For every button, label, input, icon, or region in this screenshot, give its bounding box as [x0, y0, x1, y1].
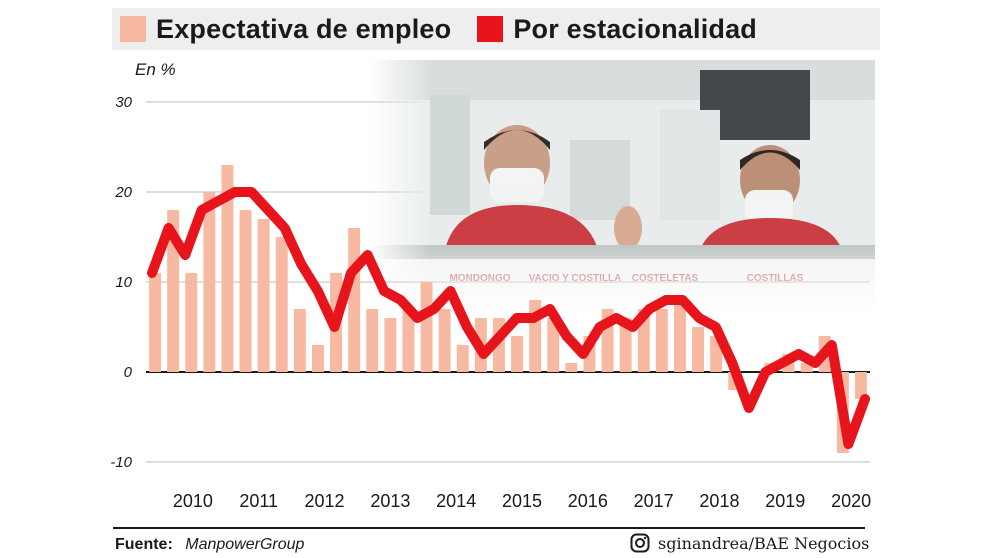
- credit-text: sginandrea/BAE Negocios: [658, 533, 870, 553]
- bar: [601, 309, 614, 372]
- footer-divider: [113, 527, 865, 529]
- bar: [637, 309, 650, 372]
- bar: [384, 318, 397, 372]
- x-tick-label: 2015: [502, 491, 542, 511]
- bar: [511, 336, 524, 372]
- bar: [619, 318, 632, 372]
- x-tick-label: 2014: [436, 491, 476, 511]
- y-tick-label: 20: [114, 184, 132, 201]
- x-tick-label: 2012: [305, 491, 345, 511]
- credit: sginandrea/BAE Negocios: [630, 533, 869, 553]
- legend: Expectativa de empleo Por estacionalidad: [112, 8, 880, 50]
- y-tick-label: -10: [110, 454, 132, 471]
- seasonal-line: [147, 187, 870, 449]
- bar: [366, 309, 379, 372]
- bar: [293, 309, 306, 372]
- photo-sign-text: VACIO Y COSTILLA: [529, 273, 622, 284]
- photo-sign-text: MONDONGO: [449, 273, 510, 284]
- y-tick-label: 30: [115, 94, 132, 111]
- bar: [692, 327, 705, 372]
- bar: [438, 309, 451, 372]
- bar: [492, 318, 505, 372]
- instagram-icon: [630, 533, 650, 553]
- bar: [583, 336, 596, 372]
- y-tick-label: 10: [115, 274, 132, 291]
- y-axis-unit-label: En %: [135, 60, 176, 79]
- bar: [673, 300, 686, 372]
- butcher-shop-photo: MONDONGO VACIO Y COSTILLA COSTELETAS COSTIL…: [370, 60, 875, 310]
- y-axis: -10 0 10 20 30: [110, 94, 132, 471]
- bar: [275, 237, 288, 372]
- bar: [311, 345, 324, 372]
- bar: [529, 300, 542, 372]
- bar: [402, 309, 415, 372]
- x-tick-label: 2011: [239, 491, 278, 511]
- x-tick-label: 2018: [699, 491, 739, 511]
- bar: [547, 318, 560, 372]
- source-value: ManpowerGroup: [185, 536, 305, 553]
- legend-item-seasonal: Por estacionalidad: [477, 14, 757, 45]
- bar: [149, 273, 162, 372]
- bar: [854, 372, 867, 399]
- legend-swatch-seasonal: [477, 16, 504, 42]
- photo-sign-text: COSTELETAS: [632, 273, 699, 284]
- source-key: Fuente:: [115, 536, 173, 553]
- bar: [456, 345, 469, 372]
- bar: [203, 192, 216, 372]
- bar: [221, 165, 234, 372]
- bar: [348, 228, 361, 372]
- x-tick-label: 2016: [568, 491, 608, 511]
- x-tick-label: 2019: [765, 491, 805, 511]
- y-tick-label: 0: [124, 364, 133, 381]
- bar: [239, 210, 252, 372]
- bar: [565, 363, 578, 372]
- bar: [655, 309, 668, 372]
- bar: [800, 363, 813, 372]
- bar: [185, 273, 198, 372]
- x-tick-label: 2010: [173, 491, 213, 511]
- bar: [420, 282, 433, 372]
- legend-swatch-expectation: [120, 16, 146, 42]
- bar: [167, 210, 180, 372]
- x-tick-label: 2017: [634, 491, 674, 511]
- seasonal-line-path: [147, 187, 870, 449]
- bar: [710, 336, 723, 372]
- legend-label-expectation: Expectativa de empleo: [156, 13, 452, 44]
- photo-sign-text: COSTILLAS: [747, 273, 804, 284]
- legend-item-expectation: Expectativa de empleo: [120, 14, 451, 45]
- x-tick-label: 2013: [370, 491, 410, 511]
- legend-label-seasonal: Por estacionalidad: [513, 13, 758, 44]
- x-tick-label: 2020: [831, 491, 871, 511]
- bar: [257, 219, 270, 372]
- source-note: Fuente: ManpowerGroup: [115, 536, 304, 554]
- x-axis: 2010 2011 2012 2013 2014 2015 2016 2017 2018 2019…: [173, 491, 871, 511]
